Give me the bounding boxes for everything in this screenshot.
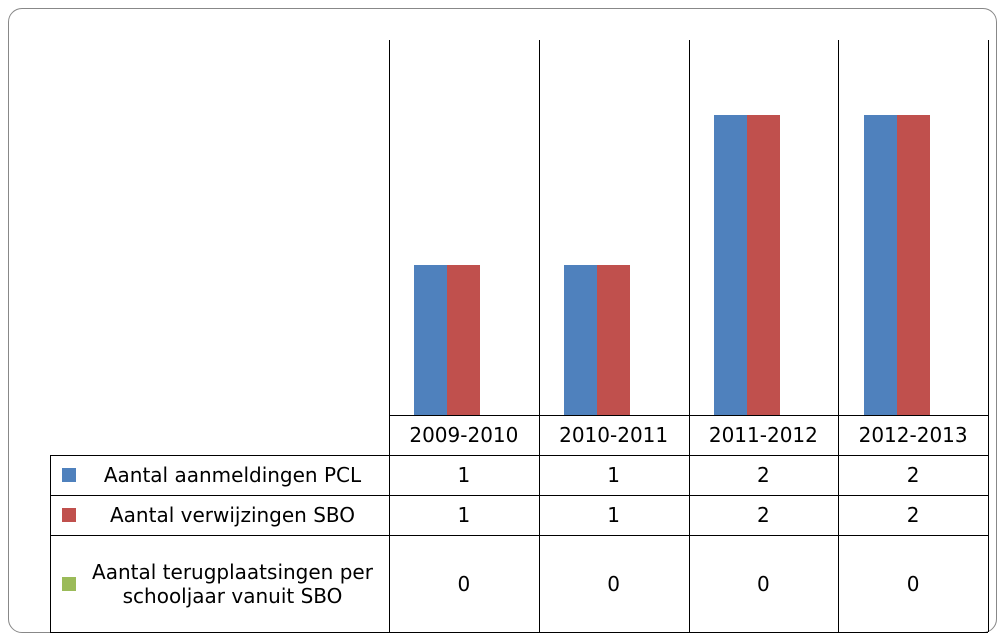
table-line	[50, 495, 988, 496]
table-line	[50, 535, 988, 536]
table-line	[838, 40, 840, 632]
data-table-value: 0	[607, 571, 620, 596]
table-line	[988, 40, 989, 632]
x-tick-label: 2009-2010	[409, 423, 519, 447]
data-table-value: 1	[457, 503, 471, 527]
table-line	[50, 632, 988, 633]
legend-label: Aantal verwijzingen SBO	[109, 503, 356, 527]
table-line	[50, 455, 51, 632]
table-line	[389, 40, 390, 632]
data-table-value: 2	[757, 503, 770, 527]
x-tick-label: 2011-2012	[708, 423, 818, 447]
data-table-value: 0	[906, 571, 920, 596]
legend-label: Aantal aanmeldingen PCL	[103, 463, 362, 487]
table-line	[688, 40, 690, 632]
bar	[713, 115, 747, 415]
bar	[863, 115, 897, 415]
data-table-value: 2	[906, 503, 920, 527]
x-tick-label: 2012-2013	[858, 423, 968, 447]
table-line	[389, 415, 988, 416]
table-line	[538, 40, 540, 632]
bar	[564, 265, 598, 415]
x-tick-label: 2010-2011	[559, 423, 669, 447]
data-table-value: 0	[757, 571, 770, 596]
data-table-value: 2	[906, 463, 920, 487]
bar	[896, 115, 930, 415]
legend-key	[62, 576, 76, 591]
bar	[414, 265, 448, 415]
legend-label: Aantal terugplaatsingen per schooljaar v…	[92, 559, 373, 608]
data-table-value: 1	[607, 463, 620, 487]
table-line	[50, 455, 988, 456]
data-table-value: 1	[607, 503, 620, 527]
bar	[746, 115, 780, 415]
bar	[597, 265, 631, 415]
data-table-value: 2	[757, 463, 770, 487]
legend-key	[62, 508, 76, 522]
data-table-value: 0	[457, 571, 471, 596]
bar	[447, 265, 481, 415]
data-table-value: 1	[457, 463, 471, 487]
legend-key	[62, 468, 76, 482]
